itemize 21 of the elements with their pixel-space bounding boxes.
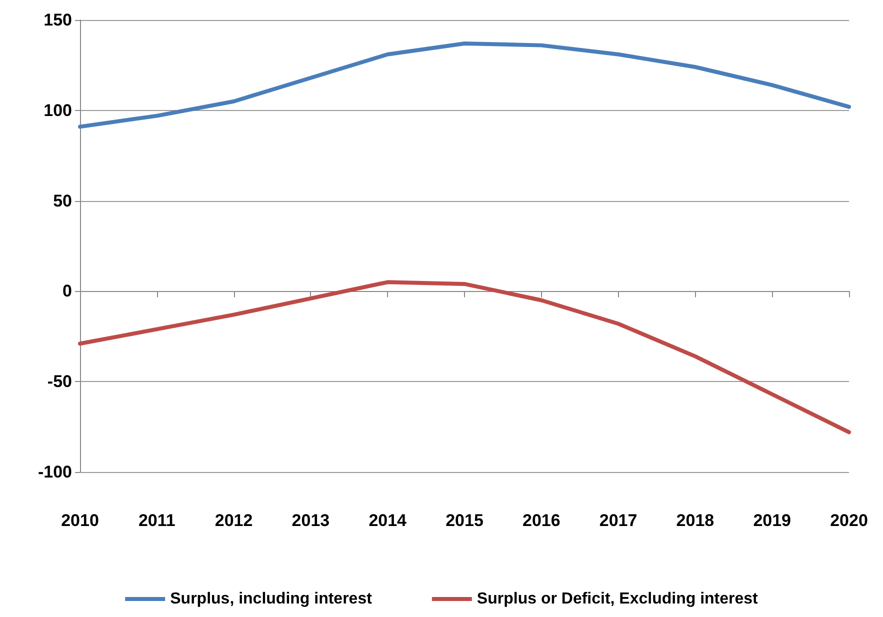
x-tick-label: 2014 — [368, 511, 408, 530]
x-tick-label: 2017 — [599, 511, 638, 530]
x-tick-label: 2019 — [753, 511, 792, 530]
x-tick-label: 2015 — [446, 511, 484, 530]
y-tick-label: 150 — [44, 10, 72, 30]
line-series — [78, 42, 851, 129]
x-tick-label: 2012 — [214, 511, 253, 530]
legend-label: Surplus, including interest — [170, 590, 373, 608]
x-tick-label: 2011 — [138, 511, 176, 530]
y-tick-label: 0 — [62, 282, 72, 301]
line-series — [78, 280, 851, 434]
x-tick-label: 2018 — [676, 511, 714, 530]
x-tick-label: 2016 — [522, 511, 560, 530]
y-tick-label: -100 — [38, 462, 72, 482]
x-tick-label: 2020 — [830, 511, 868, 530]
x-tick-label: 2013 — [292, 511, 330, 530]
y-tick-label: -50 — [47, 372, 72, 392]
y-tick-label: 50 — [53, 191, 72, 210]
x-tick-label: 2010 — [61, 511, 99, 530]
legend-label: Surplus or Deficit, Excluding interest — [476, 590, 759, 608]
y-tick-label: 100 — [44, 100, 72, 120]
